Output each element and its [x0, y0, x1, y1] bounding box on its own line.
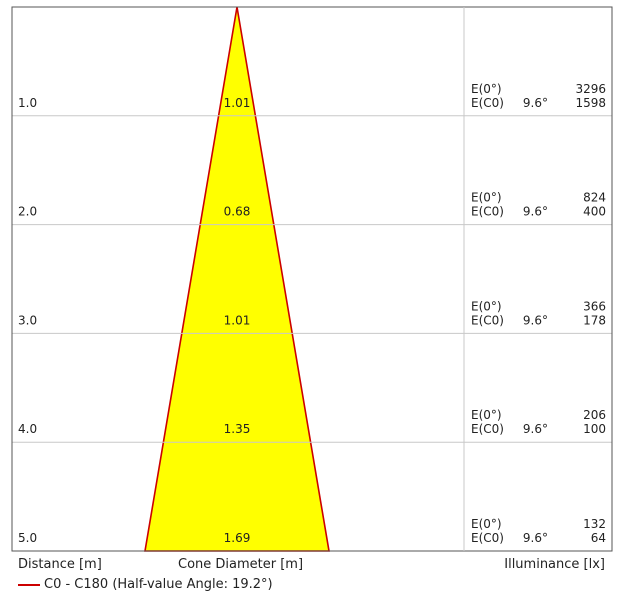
legend: C0 - C180 (Half-value Angle: 19.2°) — [18, 577, 273, 592]
e0-value: 132 — [583, 517, 606, 531]
y-axis-label: Distance [m] — [18, 557, 102, 572]
legend-line-swatch — [18, 583, 40, 586]
distance-label: 3.0 — [18, 313, 37, 327]
cone-diameter-label: 1.01 — [224, 96, 251, 110]
ec-label: E(C0) — [471, 96, 504, 110]
cone-diameter-label: 1.01 — [224, 313, 251, 327]
ec-value: 100 — [583, 422, 606, 436]
e0-label: E(0°) — [471, 299, 502, 313]
distance-label: 1.0 — [18, 96, 37, 110]
ec-value: 64 — [591, 531, 606, 545]
ec-label: E(C0) — [471, 205, 504, 219]
light-cone — [144, 6, 330, 552]
cone-diameter-label: 1.35 — [224, 422, 251, 436]
half-angle-value: 9.6° — [523, 531, 548, 545]
e0-label: E(0°) — [471, 191, 502, 205]
ec-label: E(C0) — [471, 422, 504, 436]
ec-value: 1598 — [575, 96, 606, 110]
e0-label: E(0°) — [471, 408, 502, 422]
ec-value: 178 — [583, 313, 606, 327]
cone-diameter-label: 1.69 — [224, 531, 251, 545]
distance-label: 5.0 — [18, 531, 37, 545]
illuminance-axis-label: Illuminance [lx] — [504, 557, 605, 572]
e0-label: E(0°) — [471, 517, 502, 531]
e0-label: E(0°) — [471, 82, 502, 96]
e0-value: 366 — [583, 299, 606, 313]
legend-label: C0 - C180 (Half-value Angle: 19.2°) — [44, 577, 273, 592]
half-angle-value: 9.6° — [523, 422, 548, 436]
distance-label: 2.0 — [18, 205, 37, 219]
ec-value: 400 — [583, 205, 606, 219]
half-angle-value: 9.6° — [523, 205, 548, 219]
e0-value: 206 — [583, 408, 606, 422]
ec-label: E(C0) — [471, 313, 504, 327]
half-angle-value: 9.6° — [523, 313, 548, 327]
cone-diameter-label: 0.68 — [224, 205, 251, 219]
e0-value: 824 — [583, 191, 606, 205]
chart-frame — [11, 6, 613, 552]
distance-label: 4.0 — [18, 422, 37, 436]
e0-value: 3296 — [575, 82, 606, 96]
half-angle-value: 9.6° — [523, 96, 548, 110]
ec-label: E(C0) — [471, 531, 504, 545]
x-axis-label: Cone Diameter [m] — [178, 557, 304, 572]
